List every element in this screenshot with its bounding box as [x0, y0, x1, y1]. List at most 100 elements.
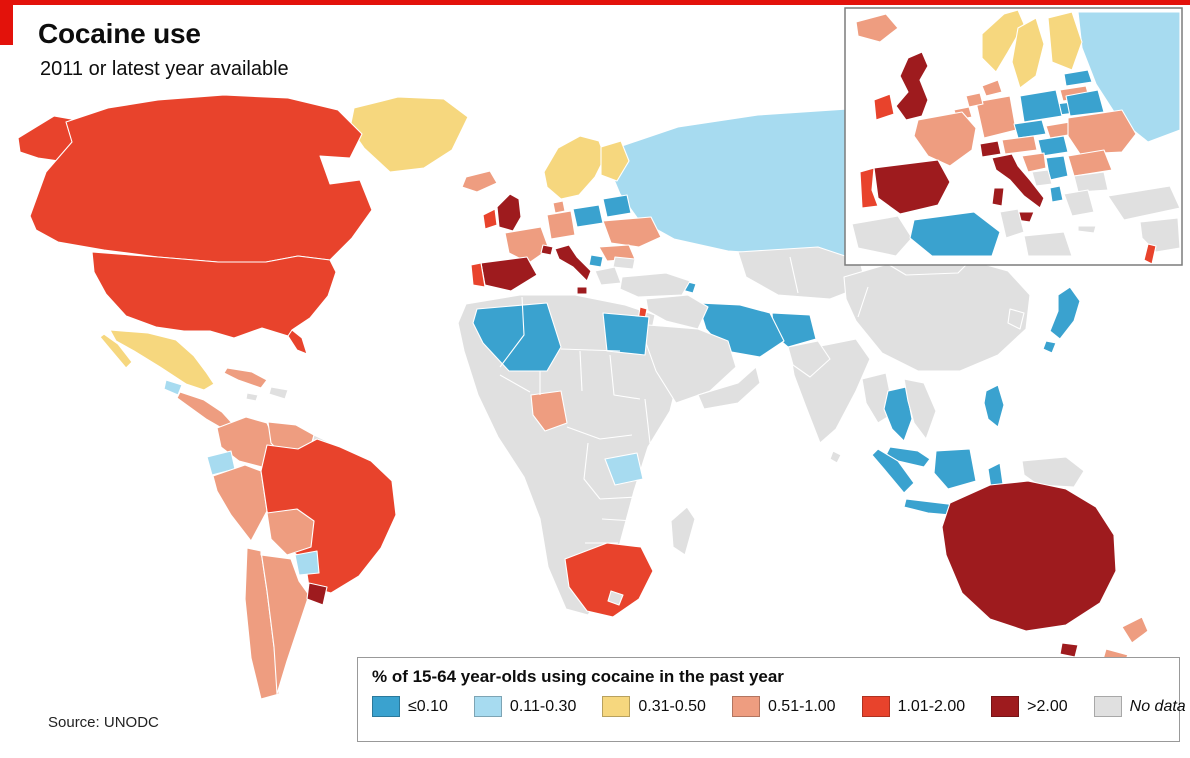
page-subtitle: 2011 or latest year available [40, 58, 289, 80]
region-norway-sweden [543, 135, 606, 200]
country-border-line [499, 296, 525, 368]
legend-item: No data [1093, 696, 1186, 717]
region-portugal [470, 262, 486, 288]
main-map-regions [17, 94, 1151, 700]
source-note: Source: UNODC [48, 714, 159, 731]
region-greenland [349, 96, 469, 173]
region-inset-greece [1063, 189, 1095, 217]
region-nigeria [530, 390, 568, 432]
region-jamaica [245, 392, 259, 402]
region-greece [594, 266, 622, 286]
region-inset-italy [991, 153, 1045, 209]
region-inset-tunisia [999, 208, 1025, 239]
region-inset-spain [873, 159, 951, 215]
region-inset-estonia [1063, 69, 1093, 87]
region-algeria [472, 302, 562, 372]
region-zambia [604, 452, 644, 486]
region-denmark [552, 200, 566, 214]
country-border-line [609, 354, 641, 400]
region-sri-lanka [829, 450, 842, 464]
region-inset-austria [1001, 135, 1038, 155]
legend-item: >2.00 [991, 696, 1068, 717]
region-borneo [933, 448, 977, 490]
region-germany [546, 210, 576, 240]
region-korea [1007, 308, 1025, 330]
region-sicily [576, 286, 588, 295]
region-inset-ireland [873, 93, 895, 121]
region-italy [554, 244, 592, 282]
region-vietnam [903, 378, 937, 440]
region-serbia [588, 254, 604, 268]
legend-items: ≤0.10 0.11-0.30 0.31-0.50 0.51-1.00 1.01-2.0… [372, 696, 1186, 717]
region-south-africa [564, 542, 654, 618]
legend-title: % of 15-64 year-olds using cocaine in th… [372, 667, 784, 686]
region-inset-portugal [859, 167, 879, 209]
page-title: Cocaine use [38, 18, 201, 49]
region-cuba [223, 367, 268, 389]
region-pakistan [787, 340, 831, 378]
region-inset-finland [1047, 11, 1083, 71]
region-japan [1042, 286, 1081, 354]
region-usa [91, 251, 337, 355]
region-philippines [983, 384, 1005, 428]
region-inset-croatia [1021, 152, 1047, 173]
country-border-line [644, 398, 651, 444]
legend-label: No data [1129, 697, 1186, 715]
region-argentina [260, 550, 310, 695]
region-inset-bulgaria [1073, 171, 1109, 193]
region-bulgaria [612, 256, 636, 270]
region-inset-uk [895, 51, 929, 121]
inset-border [844, 7, 1183, 266]
region-inset-czech [1013, 119, 1047, 139]
region-inset-libya [1023, 231, 1073, 257]
inset-regions [851, 9, 1181, 265]
country-border-line [560, 348, 621, 352]
region-poland [572, 204, 604, 228]
region-paraguay [294, 550, 320, 576]
region-spain [480, 256, 538, 292]
legend-item: 1.01-2.00 [861, 696, 965, 717]
region-inset-sardinia [991, 187, 1005, 207]
region-inset-syria [1139, 217, 1181, 253]
legend-label: ≤0.10 [408, 697, 448, 715]
region-inset-netherlands [965, 92, 984, 108]
region-sumatra [871, 448, 915, 494]
region-uruguay [306, 582, 328, 606]
economist-red-tab [0, 0, 13, 45]
region-new-zealand-north [1121, 616, 1149, 644]
legend-swatch [473, 696, 502, 717]
region-australia [941, 480, 1117, 632]
region-inset-turkey [1107, 185, 1181, 221]
region-inset-crete [1077, 225, 1097, 234]
legend-label: 0.31-0.50 [638, 697, 706, 715]
country-border-line [601, 518, 635, 522]
country-border-line [499, 374, 531, 393]
legend-item: 0.51-1.00 [731, 696, 836, 717]
region-syria-iraq [645, 294, 709, 330]
region-central-america [176, 391, 233, 431]
region-inset-sweden [1011, 17, 1045, 89]
region-canada [29, 94, 373, 263]
legend-swatch [602, 696, 631, 717]
region-inset-israel [1143, 243, 1157, 265]
region-ukraine [602, 216, 662, 248]
region-inset-switzerland [979, 140, 1002, 158]
region-inset-france [913, 111, 977, 167]
legend-label: 0.11-0.30 [509, 697, 577, 715]
legend-swatch [991, 696, 1020, 717]
region-ireland [482, 208, 498, 230]
region-lesotho [607, 590, 624, 606]
region-inset-morocco [851, 215, 913, 257]
region-united-kingdom [496, 193, 522, 232]
region-egypt [602, 312, 650, 356]
legend-item: 0.11-0.30 [473, 696, 577, 717]
region-mexico [99, 329, 215, 391]
region-iceland [461, 170, 498, 193]
country-border-line [579, 350, 583, 392]
region-inset-romania [1067, 149, 1113, 177]
legend-swatch [1093, 696, 1122, 717]
region-madagascar [670, 506, 696, 556]
legend-label: >2.00 [1027, 697, 1068, 715]
legend-swatch [372, 696, 400, 717]
